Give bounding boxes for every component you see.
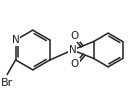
Text: N: N — [12, 35, 20, 45]
Text: N: N — [69, 45, 76, 55]
Text: O: O — [71, 59, 79, 69]
Text: O: O — [71, 31, 79, 41]
Text: Br: Br — [1, 78, 13, 88]
